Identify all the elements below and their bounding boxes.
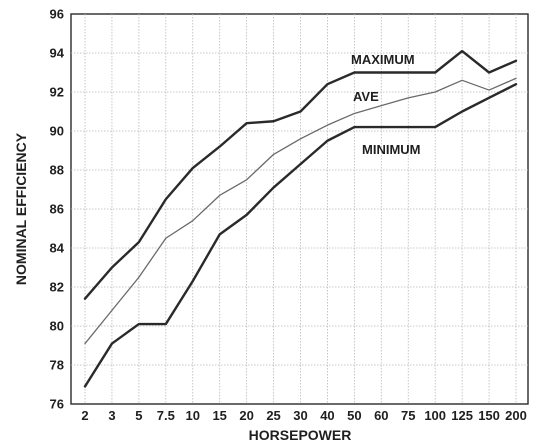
grid-lines — [71, 14, 528, 404]
x-tick-label: 25 — [266, 408, 280, 423]
x-tick-label: 2 — [81, 408, 88, 423]
y-tick-label: 90 — [50, 124, 64, 139]
x-tick-label: 125 — [451, 408, 473, 423]
series-labels: MAXIMUM AVE MINIMUM — [351, 52, 421, 157]
x-tick-label: 200 — [505, 408, 527, 423]
y-tick-label: 94 — [50, 46, 65, 61]
y-tick-label: 96 — [50, 7, 64, 22]
x-tick-label: 75 — [401, 408, 415, 423]
y-tick-label: 76 — [50, 397, 64, 412]
y-tick-label: 92 — [50, 85, 64, 100]
x-tick-label: 20 — [239, 408, 253, 423]
x-tick-label: 3 — [108, 408, 115, 423]
x-tick-label: 15 — [212, 408, 226, 423]
y-tick-labels: 76 78 80 82 84 86 88 90 92 94 96 — [50, 7, 65, 412]
y-tick-label: 86 — [50, 202, 64, 217]
series-lines — [83, 49, 518, 388]
x-tick-label: 5 — [135, 408, 142, 423]
y-tick-label: 88 — [50, 163, 64, 178]
x-tick-label: 50 — [347, 408, 361, 423]
x-tick-label: 60 — [374, 408, 388, 423]
y-axis-title: NOMINAL EFFICIENCY — [13, 132, 29, 285]
y-tick-label: 82 — [50, 280, 64, 295]
series-line-minimum — [83, 82, 518, 388]
x-tick-labels: 2 3 5 7.5 10 15 20 25 30 40 50 60 75 100 125 150 200 — [81, 408, 526, 423]
x-tick-label: 150 — [478, 408, 500, 423]
series-label-maximum: MAXIMUM — [351, 52, 415, 67]
series-label-minimum: MINIMUM — [362, 142, 421, 157]
x-tick-label: 7.5 — [157, 408, 175, 423]
series-label-ave: AVE — [353, 89, 379, 104]
x-axis-title: HORSEPOWER — [249, 427, 352, 443]
x-tick-label: 10 — [186, 408, 200, 423]
y-tick-label: 80 — [50, 319, 64, 334]
series-line-maximum — [83, 49, 518, 300]
y-tick-label: 84 — [50, 241, 65, 256]
x-tick-label: 40 — [320, 408, 334, 423]
series-line-ave — [84, 77, 517, 345]
x-tick-label: 30 — [293, 408, 307, 423]
x-tick-label: 100 — [424, 408, 446, 423]
y-tick-label: 78 — [50, 358, 64, 373]
